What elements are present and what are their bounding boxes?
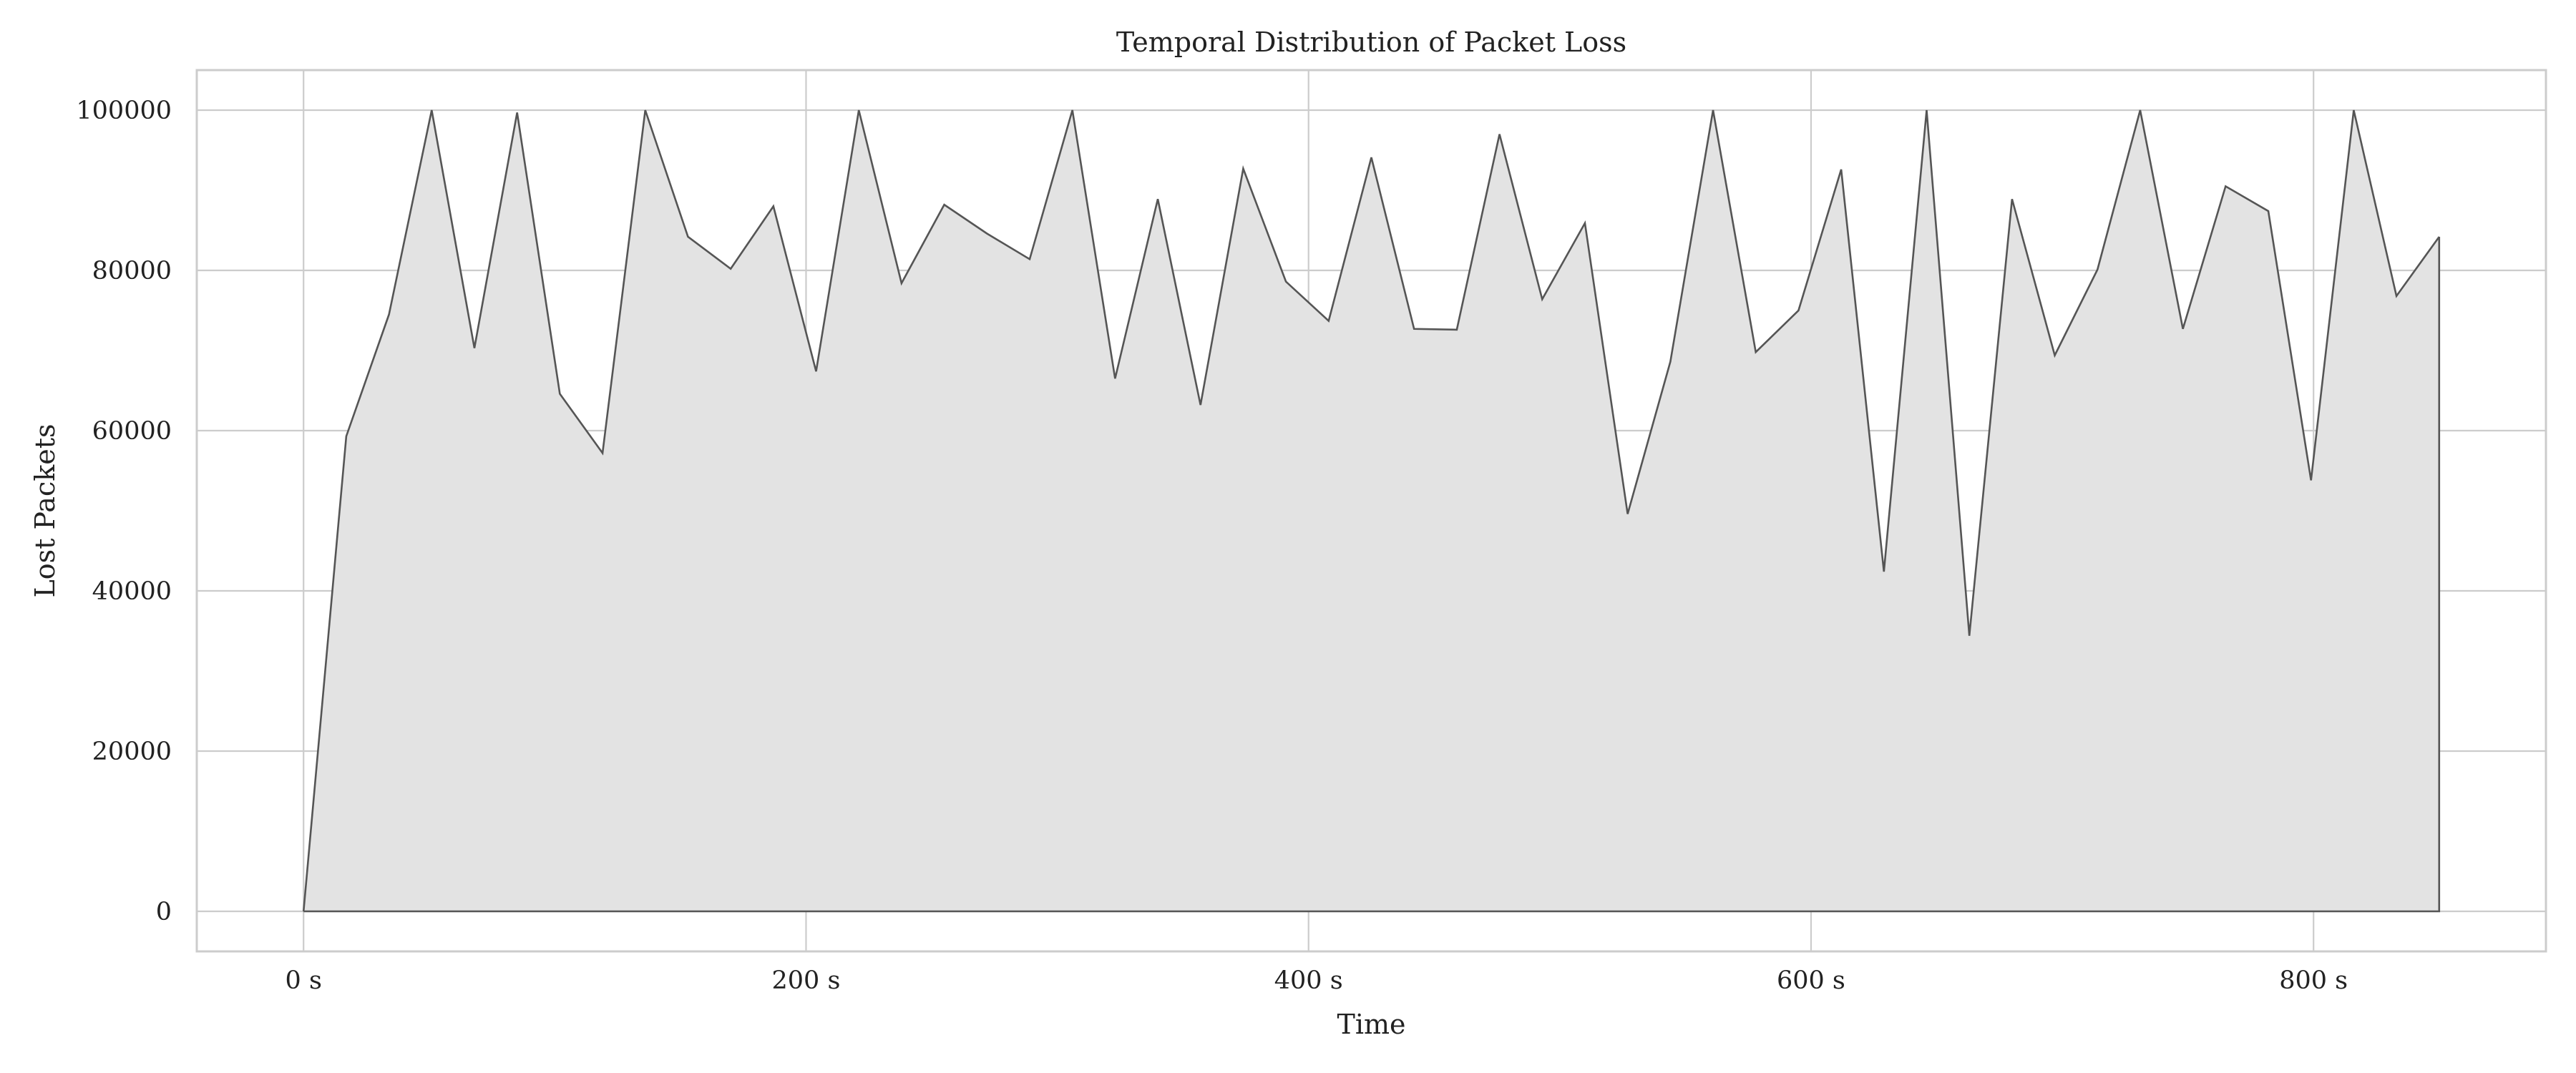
plot-frame [195,69,2547,953]
tick-layer: 0 s 200 s 400 s 600 s 800 s 0 20000 40000 60000 8… [76,97,2348,995]
frame-layer [195,69,2547,953]
x-tick-label: 200 s [772,966,841,995]
area-baseline [303,236,2441,913]
y-tick-label: 40000 [92,577,172,606]
x-tick-label: 600 s [1777,966,1845,995]
chart-title: Temporal Distribution of Packet Loss [1116,26,1626,58]
area-layer [302,109,2441,913]
y-tick-label: 20000 [92,738,172,766]
x-tick-label: 0 s [286,966,322,995]
y-tick-label: 80000 [92,257,172,285]
x-tick-label: 400 s [1274,966,1343,995]
y-tick-label: 100000 [76,97,172,125]
y-tick-label: 60000 [92,417,172,446]
series-line [302,109,2440,912]
x-tick-label: 800 s [2279,966,2348,995]
x-axis-label: Time [1337,1009,1405,1040]
area-fill [303,110,2439,911]
y-axis-label: Lost Packets [29,423,61,597]
y-tick-label: 0 [156,898,172,926]
